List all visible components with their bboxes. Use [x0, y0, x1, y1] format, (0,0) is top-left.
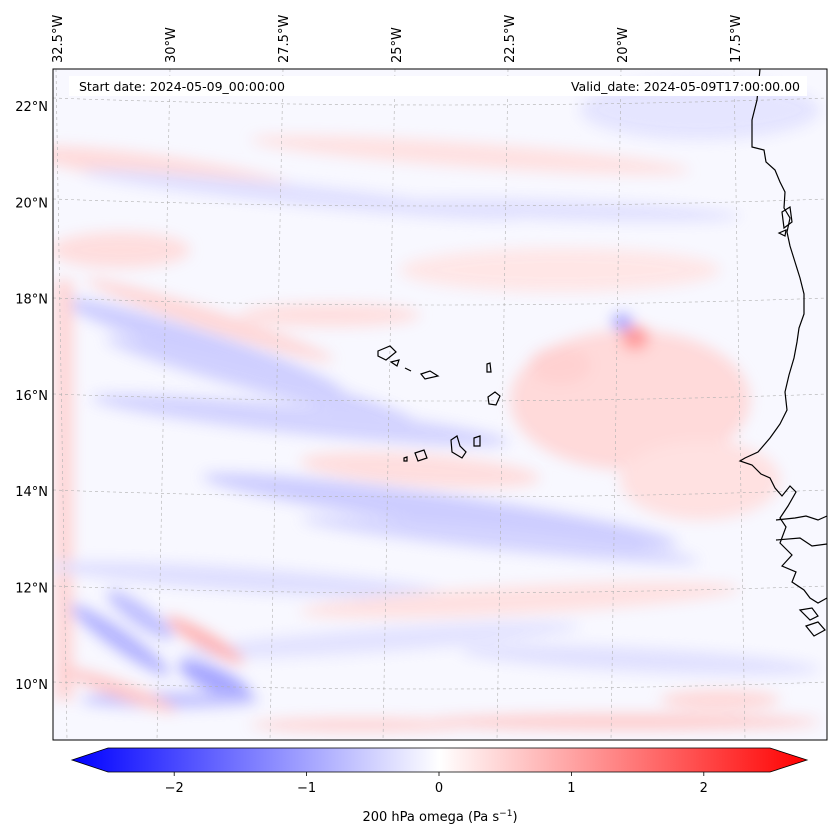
lon-tick-label: 30°W — [164, 27, 179, 63]
cape-verde-maio — [473, 435, 481, 447]
valid-date-label: Valid_date: 2024-05-09T17:00:00.00 — [571, 79, 800, 94]
colorbar: −2 −1 0 1 2 200 hPa omega (Pa s−1) — [70, 747, 809, 825]
lat-tick-label: 20°N — [15, 196, 48, 211]
latitude-labels: 22°N 20°N 18°N 16°N 14°N 12°N 10°N — [15, 100, 48, 693]
cape-verde-sao-vicente — [389, 359, 400, 367]
lon-tick-label: 17.5°W — [729, 15, 744, 63]
lon-tick-label: 32.5°W — [51, 15, 66, 63]
colorbar-tick-label: −2 — [165, 781, 184, 796]
cape-verde-santo-antao — [377, 345, 397, 361]
cape-verde-boa-vista — [487, 391, 501, 406]
cape-verde-sal — [486, 362, 492, 373]
lat-tick-label: 16°N — [15, 389, 48, 404]
african-coastline — [738, 69, 827, 604]
map-gridlines — [53, 69, 827, 740]
longitude-labels: 32.5°W 30°W 27.5°W 25°W 22.5°W 20°W 17.5°W — [51, 15, 744, 63]
start-date-label: Start date: 2024-05-09_00:00:00 — [79, 79, 285, 94]
lat-tick-label: 22°N — [15, 100, 48, 115]
cape-verde-santiago — [450, 435, 467, 459]
colorbar-tick-label: −1 — [297, 781, 316, 796]
colorbar-tick-label: 0 — [435, 781, 443, 796]
cape-verde-santa-luzia — [404, 367, 412, 372]
lon-tick-label: 25°W — [390, 27, 405, 63]
coastlines — [377, 69, 827, 637]
colorbar-tick-label: 1 — [567, 781, 575, 796]
lat-tick-label: 18°N — [15, 293, 48, 308]
lat-tick-label: 10°N — [15, 678, 48, 693]
colorbar-body — [70, 747, 809, 773]
date-info-box — [69, 76, 807, 96]
lon-tick-label: 22.5°W — [503, 15, 518, 63]
colorbar-tick-label: 2 — [700, 781, 708, 796]
cape-verde-sao-nicolau — [419, 370, 440, 380]
omega-field — [53, 80, 820, 732]
map-panel: Start date: 2024-05-09_00:00:00 Valid_da… — [52, 68, 828, 741]
lat-tick-label: 12°N — [15, 582, 48, 597]
cape-verde-fogo — [414, 449, 428, 462]
lat-tick-label: 14°N — [15, 485, 48, 500]
lon-tick-label: 20°W — [616, 27, 631, 63]
cape-verde-brava — [403, 456, 408, 462]
lon-tick-label: 27.5°W — [277, 15, 292, 63]
colorbar-label: 200 hPa omega (Pa s−1) — [362, 809, 517, 825]
